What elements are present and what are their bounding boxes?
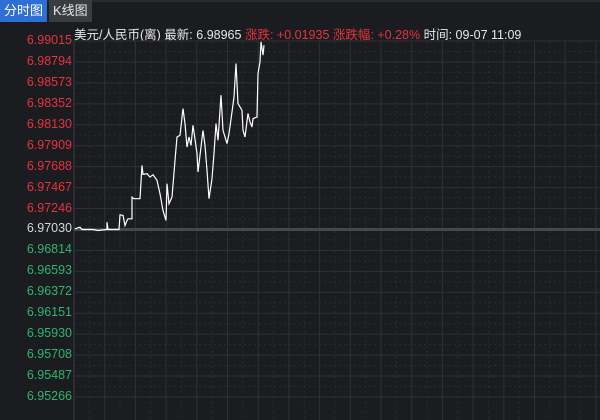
y-tick-label: 6.97688 [26, 158, 72, 173]
y-tick-label: 6.98130 [26, 116, 72, 131]
change-value: +0.01935 [276, 28, 330, 42]
time-value: 09-07 11:09 [455, 28, 522, 42]
latest-value: 6.98965 [196, 28, 242, 42]
y-tick-label: 6.97909 [26, 137, 72, 152]
y-tick-label: 6.98352 [26, 95, 72, 110]
symbol-name: 美元/人民币(离) [74, 28, 161, 42]
y-tick-label: 6.95708 [26, 347, 72, 362]
change-label: 涨跌: [244, 28, 274, 42]
y-tick-label: 6.95266 [26, 388, 72, 403]
change-pct-value: +0.28% [377, 28, 421, 42]
y-tick-label: 6.97246 [26, 200, 72, 215]
view-tabs: 分时图 K线图 [0, 0, 94, 23]
y-tick-label: 6.96593 [26, 263, 72, 278]
time-label: 时间: [423, 28, 453, 42]
y-tick-label: 6.97030 [26, 221, 72, 236]
tab-kline[interactable]: K线图 [49, 0, 92, 22]
top-border [0, 0, 600, 2]
quote-info-bar: 美元/人民币(离) 最新: 6.98965 涨跌: +0.01935 涨跌幅: … [74, 24, 521, 43]
y-tick-label: 6.96151 [26, 305, 72, 320]
y-tick-label: 6.96814 [26, 242, 72, 257]
y-tick-label: 6.95930 [26, 326, 72, 341]
y-tick-label: 6.98573 [26, 74, 72, 89]
y-tick-label: 6.95487 [26, 368, 72, 383]
price-line [74, 41, 265, 232]
y-tick-label: 6.98794 [26, 53, 72, 68]
y-tick-label: 6.96372 [26, 284, 72, 299]
y-tick-label: 6.97467 [26, 179, 72, 194]
latest-label: 最新: [164, 28, 193, 42]
tab-intraday[interactable]: 分时图 [0, 0, 48, 22]
y-tick-label: 6.99015 [26, 33, 72, 47]
change-pct-label: 涨跌幅: [332, 28, 374, 42]
